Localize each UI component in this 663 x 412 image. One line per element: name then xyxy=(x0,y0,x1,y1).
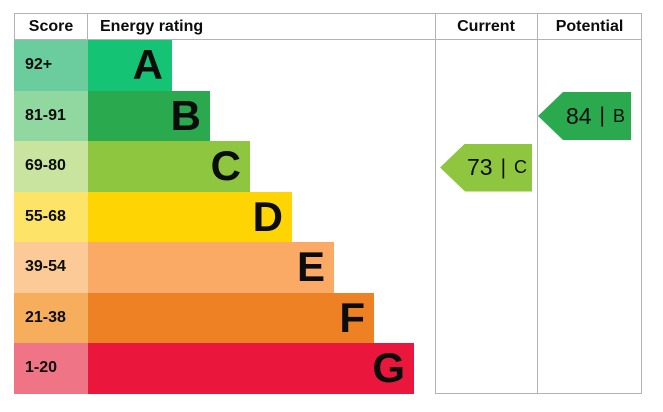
header-current: Current xyxy=(457,17,515,35)
band-bar: F xyxy=(88,292,374,343)
band-bar: A xyxy=(88,40,172,91)
column-divider xyxy=(435,13,436,394)
band-letter: A xyxy=(132,41,163,89)
band-score-range: 69-80 xyxy=(14,141,88,192)
band-row-a: 92+ A xyxy=(14,40,642,91)
band-letter: F xyxy=(339,293,365,341)
potential-rating-arrow: 84 | B xyxy=(538,92,631,140)
band-row-d: 55-68 D xyxy=(14,191,642,242)
band-letter: G xyxy=(372,344,405,392)
current-letter: C xyxy=(514,157,528,177)
band-letter: B xyxy=(170,91,201,139)
band-letter: E xyxy=(296,243,325,291)
table-bottom-border xyxy=(435,393,642,394)
band-bar: C xyxy=(88,141,250,192)
band-score-range: 81-91 xyxy=(14,90,88,141)
band-row-b: 81-91 B xyxy=(14,90,642,141)
table-right-border xyxy=(641,13,642,394)
band-bar: D xyxy=(88,191,292,242)
potential-score: 84 xyxy=(565,102,592,129)
band-score-range: 1-20 xyxy=(14,343,88,394)
band-letter: C xyxy=(210,142,241,190)
arrow-separator: | xyxy=(500,155,507,179)
band-row-e: 39-54 E xyxy=(14,242,642,293)
band-bar: B xyxy=(88,90,210,141)
column-divider xyxy=(537,13,538,394)
band-bar: G xyxy=(88,343,414,394)
band-letter: D xyxy=(252,192,283,240)
band-score-range: 21-38 xyxy=(14,292,88,343)
arrow-separator: | xyxy=(599,104,606,127)
header-score: Score xyxy=(15,14,88,39)
band-rows: 92+ A 81-91 B 69-80 C 55-68 D 39-54 xyxy=(14,40,642,394)
band-bar: E xyxy=(88,242,334,293)
potential-letter: B xyxy=(613,105,626,126)
band-score-range: 39-54 xyxy=(14,242,88,293)
current-score: 73 xyxy=(466,154,493,180)
band-row-g: 1-20 G xyxy=(14,343,642,394)
band-row-f: 21-38 F xyxy=(14,292,642,343)
epc-energy-rating-chart: Score Energy rating Current Potential 92… xyxy=(14,13,642,394)
table-header: Score Energy rating Current Potential xyxy=(14,13,642,40)
band-score-range: 92+ xyxy=(14,40,88,91)
header-potential: Potential xyxy=(555,17,624,35)
band-score-range: 55-68 xyxy=(14,191,88,242)
band-row-c: 69-80 C xyxy=(14,141,642,192)
header-energy-rating: Energy rating xyxy=(100,17,204,35)
